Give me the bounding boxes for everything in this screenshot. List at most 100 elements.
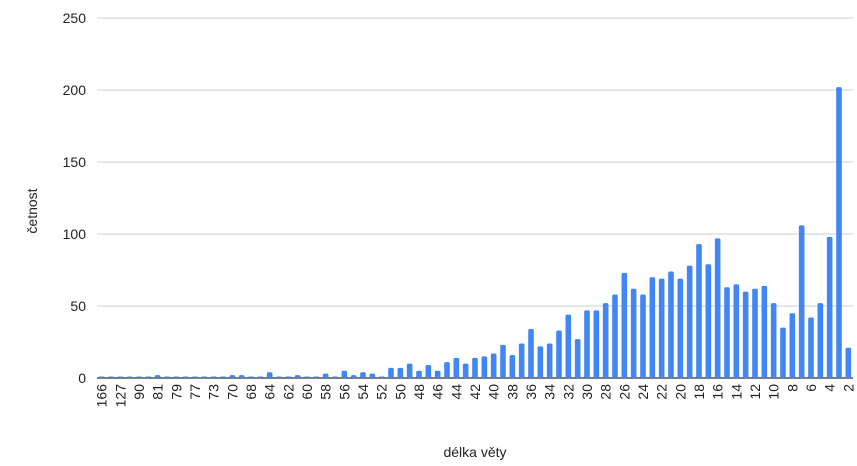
bar (593, 310, 600, 378)
bar (285, 376, 292, 378)
bar (434, 370, 441, 378)
bar (108, 376, 114, 378)
x-tick-label: 8 (784, 384, 800, 392)
bar (714, 238, 721, 378)
bar (658, 278, 665, 378)
bar (229, 375, 236, 378)
bar (845, 347, 852, 378)
bar (742, 291, 749, 378)
x-axis-title: délka věty (443, 444, 506, 460)
bar (332, 376, 338, 378)
bar (696, 244, 702, 378)
bar (425, 365, 432, 378)
x-tick-label: 30 (579, 384, 595, 400)
bar (621, 272, 628, 378)
x-tick-label: 24 (635, 384, 651, 400)
bar (808, 317, 814, 378)
x-tick-label: 40 (486, 384, 502, 400)
x-tick-label: 62 (280, 384, 296, 400)
x-tick-label: 54 (355, 384, 371, 400)
bar (164, 376, 170, 378)
bar (668, 271, 674, 378)
bar (500, 344, 506, 378)
x-tick-label: 12 (747, 384, 763, 400)
bar (752, 288, 758, 378)
bar (350, 375, 357, 378)
bar (154, 375, 161, 378)
x-tick-label: 18 (691, 384, 707, 400)
x-tick-label: 44 (448, 384, 464, 400)
bar (565, 314, 572, 378)
x-tick-label: 73 (206, 384, 222, 400)
bar (444, 362, 450, 378)
bar (136, 376, 142, 378)
bar (798, 225, 805, 378)
bar (304, 376, 310, 378)
x-tick-label: 127 (112, 384, 128, 408)
bar (630, 288, 637, 378)
bar (341, 370, 348, 378)
bar (201, 376, 208, 378)
bar (677, 278, 684, 378)
x-tick-label: 68 (243, 384, 259, 400)
bar (686, 265, 693, 378)
x-tick-label: 14 (728, 384, 744, 400)
x-tick-label: 81 (150, 384, 166, 400)
x-tick-label: 56 (336, 384, 352, 400)
bar (397, 367, 404, 378)
x-tick-label: 22 (654, 384, 670, 400)
x-tick-label: 26 (616, 384, 632, 400)
bar (416, 370, 422, 378)
bar (789, 313, 796, 378)
x-tick-label: 4 (822, 384, 838, 392)
y-axis-title: četnost (24, 188, 40, 233)
bar (182, 376, 189, 378)
bar (98, 376, 105, 378)
x-tick-label: 10 (766, 384, 782, 400)
bar (360, 372, 366, 378)
x-tick-label: 46 (430, 384, 446, 400)
bar (546, 343, 553, 378)
bar (537, 346, 544, 378)
bar (276, 376, 282, 378)
x-tick-label: 42 (467, 384, 483, 400)
bar (472, 357, 478, 378)
bar (770, 303, 777, 378)
bar (220, 376, 226, 378)
bar (126, 376, 133, 378)
bar (556, 330, 562, 378)
bar (574, 339, 581, 378)
y-tick-label: 200 (63, 82, 87, 98)
bar (378, 376, 385, 378)
bar (322, 373, 329, 378)
x-tick-label: 79 (168, 384, 184, 400)
x-tick-label: 60 (299, 384, 315, 400)
x-tick-label: 32 (560, 384, 576, 400)
gridlines (97, 17, 853, 379)
bar (313, 376, 320, 378)
y-tick-label: 150 (63, 154, 87, 170)
bar (248, 376, 254, 378)
y-tick-label: 250 (63, 10, 87, 26)
bar (117, 376, 124, 378)
x-tick-label: 38 (504, 384, 520, 400)
y-tick-label: 100 (63, 226, 87, 242)
bar (192, 376, 198, 378)
bar (649, 277, 656, 378)
x-tick-label: 48 (411, 384, 427, 400)
bar (145, 376, 152, 378)
bar (733, 284, 740, 378)
x-tick-label: 50 (392, 384, 408, 400)
bars (98, 87, 852, 379)
bar (612, 294, 618, 378)
x-tick-label: 52 (374, 384, 390, 400)
bar (528, 329, 534, 378)
x-tick-label: 36 (523, 384, 539, 400)
x-tick-label: 90 (131, 384, 147, 400)
bar (257, 376, 264, 378)
bar (584, 310, 590, 378)
bar (724, 287, 730, 378)
bar (462, 363, 469, 378)
x-tick-label: 166 (94, 384, 110, 408)
